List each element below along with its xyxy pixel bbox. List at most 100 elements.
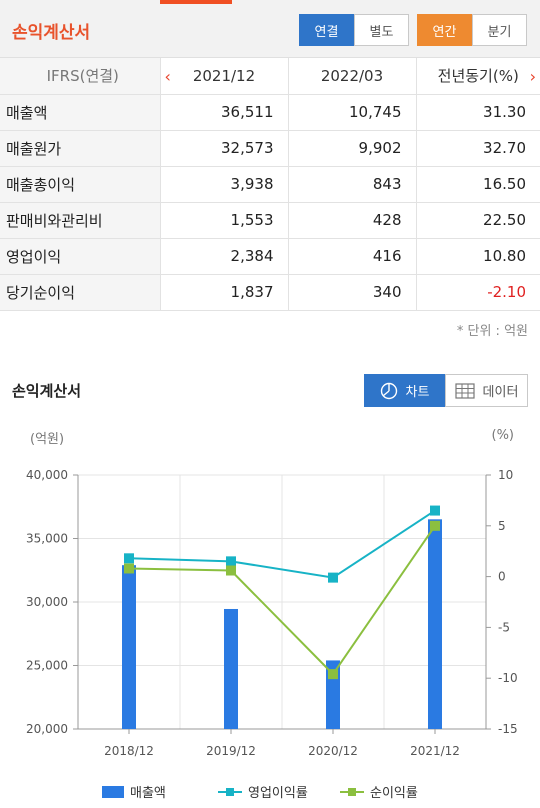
row-label: 매출액 — [0, 94, 161, 131]
table-cell: 32.70 — [416, 130, 540, 167]
bar-swatch-icon — [102, 785, 124, 798]
table-cell: -2.10 — [416, 274, 540, 311]
x-tick-label: 2019/12 — [206, 744, 256, 758]
point-operating-margin — [226, 556, 236, 567]
consolidated-button[interactable]: 연결 — [299, 14, 354, 46]
table-cell: 16.50 — [416, 166, 540, 203]
row-label: 영업이익 — [0, 238, 161, 275]
column-header: 전년동기(%) › — [416, 58, 540, 95]
row-label: 매출원가 — [0, 130, 161, 167]
table-cell: 428 — [288, 202, 417, 239]
row-label: 판매비와관리비 — [0, 202, 161, 239]
bar-sales — [224, 608, 238, 729]
line-swatch-icon — [340, 787, 364, 796]
legend-label: 매출액 — [130, 786, 166, 801]
column-header-label: 2022/03 — [320, 66, 384, 85]
right-tick-label: -10 — [498, 671, 518, 685]
annual-button[interactable]: 연간 — [417, 14, 472, 46]
table-row: 영업이익 2,384 416 10.80 — [0, 238, 540, 275]
column-header: ‹ 2021/12 — [160, 58, 289, 95]
chart-section-title: 손익계산서 — [12, 382, 82, 400]
point-operating-margin — [430, 505, 440, 516]
chart-legend: 매출액 영업이익률 순이익률 — [0, 782, 540, 804]
table-cell: 22.50 — [416, 202, 540, 239]
table-row: 매출총이익 3,938 843 16.50 — [0, 166, 540, 203]
prev-period-arrow-icon[interactable]: ‹ — [164, 67, 171, 86]
separate-button[interactable]: 별도 — [354, 14, 409, 46]
table-cell: 340 — [288, 274, 417, 311]
chart-view-label: 차트 — [405, 385, 430, 400]
line-swatch-icon — [218, 787, 242, 796]
table-row: 매출액 36,511 10,745 31.30 — [0, 94, 540, 131]
income-statement-table: IFRS(연결) ‹ 2021/12 2022/03 전년동기(%) › 매출액… — [0, 58, 540, 311]
quarterly-button[interactable]: 분기 — [472, 14, 527, 46]
active-tab-indicator — [160, 0, 232, 4]
period-toggle: 연간 분기 — [417, 14, 527, 46]
table-cell: 36,511 — [160, 94, 289, 131]
column-header-label: 전년동기(%) — [437, 67, 519, 86]
table-cell: 32,573 — [160, 130, 289, 167]
point-net-margin — [226, 565, 236, 576]
table-row: 당기순이익 1,837 340 -2.10 — [0, 274, 540, 311]
line-net-margin — [128, 525, 436, 676]
right-tick-label: 5 — [498, 519, 506, 533]
table-cell: 10.80 — [416, 238, 540, 275]
left-axis-unit: (억원) — [30, 432, 65, 447]
left-tick-label: 30,000 — [26, 595, 68, 609]
x-tick-label: 2018/12 — [104, 744, 154, 758]
right-tick-label: -5 — [498, 620, 510, 634]
column-header: 2022/03 — [288, 58, 417, 95]
point-net-margin — [328, 669, 338, 680]
next-period-arrow-icon[interactable]: › — [529, 67, 536, 86]
left-tick-label: 35,000 — [26, 532, 68, 546]
data-view-label: 데이터 — [482, 385, 519, 400]
point-operating-margin — [328, 572, 338, 583]
point-operating-margin — [124, 553, 134, 564]
data-view-button[interactable]: 데이터 — [445, 374, 528, 407]
right-tick-label: -15 — [498, 722, 518, 736]
pie-chart-icon — [380, 382, 397, 399]
right-tick-label: 10 — [498, 468, 513, 482]
x-tick-label: 2021/12 — [410, 744, 460, 758]
point-net-margin — [124, 563, 134, 574]
consolidation-toggle: 연결 별도 — [299, 14, 409, 46]
bar-sales — [428, 519, 442, 729]
legend-item: 영업이익률 — [218, 782, 308, 801]
table-cell: 2,384 — [160, 238, 289, 275]
table-cell: 9,902 — [288, 130, 417, 167]
legend-item: 매출액 — [102, 782, 166, 801]
table-cell: 1,837 — [160, 274, 289, 311]
table-cell: 31.30 — [416, 94, 540, 131]
legend-item: 순이익률 — [340, 782, 418, 801]
table-row: 매출원가 32,573 9,902 32.70 — [0, 130, 540, 167]
table-header-row: IFRS(연결) ‹ 2021/12 2022/03 전년동기(%) › — [0, 58, 540, 95]
left-tick-label: 20,000 — [26, 722, 68, 736]
bar-sales — [122, 565, 136, 729]
table-cell: 3,938 — [160, 166, 289, 203]
row-label: 매출총이익 — [0, 166, 161, 203]
column-header-label: 2021/12 — [192, 66, 256, 85]
right-axis-unit: (%) — [491, 428, 515, 443]
view-toggle: 차트 데이터 — [364, 374, 528, 407]
left-tick-label: 25,000 — [26, 659, 68, 673]
table-label-header: IFRS(연결) — [0, 58, 161, 95]
legend-label: 순이익률 — [370, 786, 418, 801]
statement-header: 손익계산서 연결 별도 연간 분기 — [0, 0, 540, 58]
row-label: 당기순이익 — [0, 274, 161, 311]
left-tick-label: 40,000 — [26, 468, 68, 482]
chart-view-button[interactable]: 차트 — [364, 374, 445, 407]
table-cell: 1,553 — [160, 202, 289, 239]
x-tick-label: 2020/12 — [308, 744, 358, 758]
table-cell: 843 — [288, 166, 417, 203]
legend-label: 영업이익률 — [248, 786, 308, 801]
table-row: 판매비와관리비 1,553 428 22.50 — [0, 202, 540, 239]
table-cell: 10,745 — [288, 94, 417, 131]
right-tick-label: 0 — [498, 570, 506, 584]
table-grid-icon — [454, 382, 475, 399]
income-combo-chart: 20,000 25,000 30,000 35,000 40,000 -15 -10 -5 0 5… — [26, 468, 518, 758]
table-cell: 416 — [288, 238, 417, 275]
point-net-margin — [430, 520, 440, 531]
line-operating-margin — [128, 509, 436, 579]
page-title: 손익계산서 — [12, 23, 91, 43]
unit-note: * 단위 : 억원 — [456, 324, 528, 339]
